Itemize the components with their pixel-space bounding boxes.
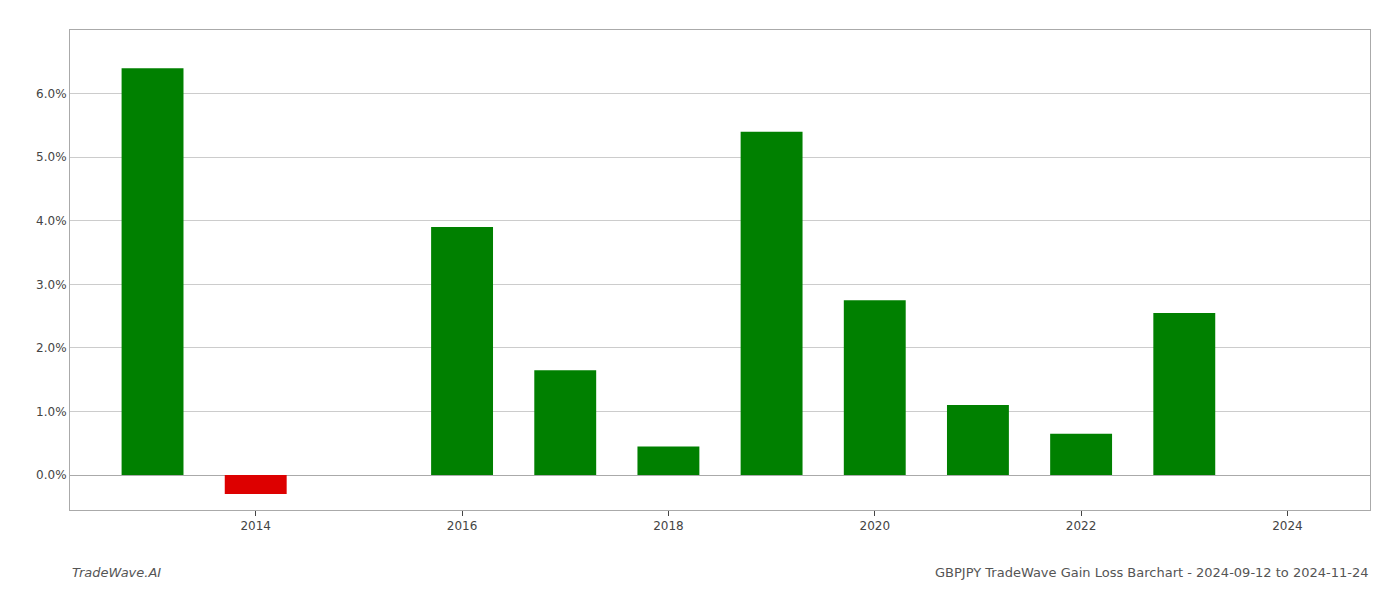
svg-text:2022: 2022 <box>1066 519 1097 533</box>
svg-text:2.0%: 2.0% <box>36 341 67 355</box>
svg-text:1.0%: 1.0% <box>36 405 67 419</box>
svg-text:2018: 2018 <box>653 519 684 533</box>
svg-text:TradeWave.AI: TradeWave.AI <box>72 565 161 580</box>
svg-text:3.0%: 3.0% <box>36 278 67 292</box>
svg-text:0.0%: 0.0% <box>36 468 67 482</box>
svg-text:6.0%: 6.0% <box>36 87 67 101</box>
svg-text:5.0%: 5.0% <box>36 150 67 164</box>
svg-text:2024: 2024 <box>1272 519 1303 533</box>
svg-text:4.0%: 4.0% <box>36 214 67 228</box>
svg-text:2016: 2016 <box>447 519 478 533</box>
svg-text:2020: 2020 <box>859 519 890 533</box>
svg-text:GBPJPY TradeWave Gain Loss Bar: GBPJPY TradeWave Gain Loss Barchart - 20… <box>935 565 1368 580</box>
svg-text:2014: 2014 <box>240 519 271 533</box>
